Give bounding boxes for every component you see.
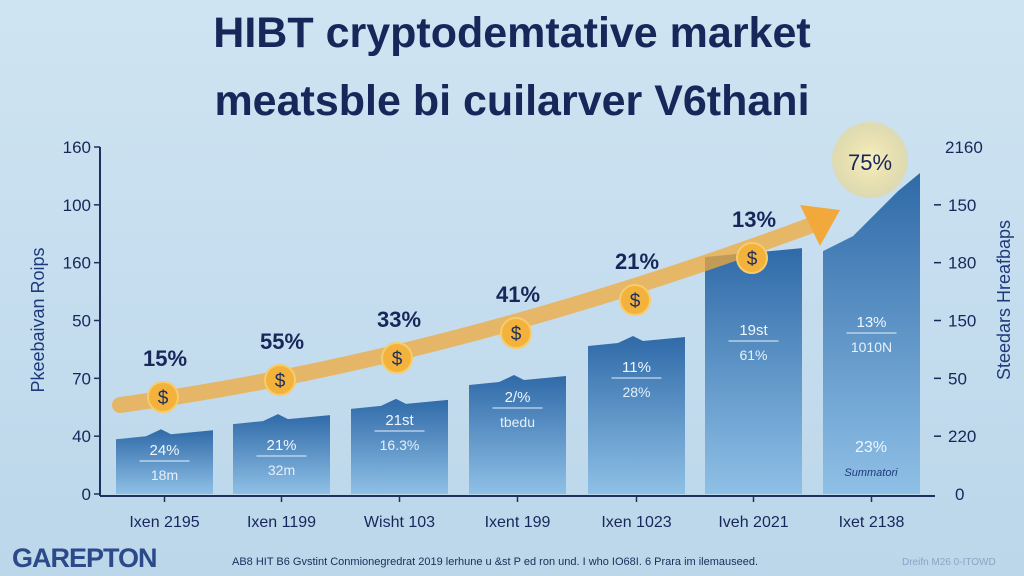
y-tick-label: 160 xyxy=(63,254,91,273)
bar-label-top: 19st xyxy=(739,322,768,339)
bar-label-bottom: 28% xyxy=(622,384,650,400)
x-tick-label: Ixet 2138 xyxy=(839,514,905,531)
x-tick-label: Ixen 2195 xyxy=(129,514,199,531)
chart-title-line-2: meatsble bi cuilarver V6thani xyxy=(214,77,810,125)
trend-percent-label: 41% xyxy=(496,282,540,307)
bar-label-bottom: 16.3% xyxy=(380,437,420,453)
trend-percent-label: 75% xyxy=(848,150,892,175)
y2-tick-label: 0 xyxy=(955,485,964,504)
bar-label-top: 21st xyxy=(385,412,414,429)
bar-label-bottom: 61% xyxy=(739,347,767,363)
dollar-coin-icon xyxy=(264,364,296,396)
x-tick-label: Ixen 1023 xyxy=(601,514,671,531)
y2-tick-label: 50 xyxy=(948,369,967,388)
bar-label-top: 24% xyxy=(149,442,179,459)
y-tick-label: 70 xyxy=(72,369,91,388)
bar-label-top: 11% xyxy=(622,359,651,376)
bar xyxy=(116,429,213,494)
bar-label-bottom: 1010N xyxy=(851,339,892,355)
bar xyxy=(351,398,448,494)
bar-extra-note: Summatori xyxy=(844,467,898,479)
dollar-coin-icon xyxy=(500,317,532,349)
brand-logo: GAREPTON xyxy=(12,543,158,573)
dollar-sign: $ xyxy=(158,388,169,409)
bar-label-top: 13% xyxy=(856,314,886,331)
dollar-coin-icon xyxy=(736,242,768,274)
dollar-coin-icon xyxy=(381,342,413,374)
y-tick-label: 160 xyxy=(63,138,91,157)
trend-arrow-head xyxy=(800,205,840,246)
dollar-sign: $ xyxy=(275,371,286,392)
bar-label-top: 21% xyxy=(266,437,296,454)
trend-percent-label: 33% xyxy=(377,307,421,332)
trend-arrow-line xyxy=(112,214,828,413)
bar xyxy=(588,336,685,494)
chart-title-line-1: HIBT cryptodemtative market xyxy=(213,9,811,57)
x-tick-label: Ixent 199 xyxy=(485,514,551,531)
footer-credit: Dreifn M26 0-ITOWD xyxy=(902,557,996,568)
bar xyxy=(233,414,330,494)
trend-percent-label: 21% xyxy=(615,249,659,274)
y-tick-label: 0 xyxy=(82,485,91,504)
bar-label-bottom: tbedu xyxy=(500,414,535,430)
y-axis-label: Pkeebaivan Roips xyxy=(28,247,48,392)
y2-tick-label: 220 xyxy=(948,427,976,446)
dollar-sign: $ xyxy=(511,324,522,345)
bar xyxy=(823,173,920,494)
trend-percent-label: 55% xyxy=(260,329,304,354)
y2-tick-label: 150 xyxy=(948,312,976,331)
bar-label-bottom: 18m xyxy=(151,467,178,483)
bar xyxy=(469,375,566,494)
y2-axis-label: Steedars Hreafbaps xyxy=(994,220,1014,380)
footer-note: AB8 HIT B6 Gvstint Conmionegredrat 2019 … xyxy=(232,556,759,568)
dollar-coin-icon xyxy=(147,381,179,413)
bar-label-bottom: 32m xyxy=(268,462,295,478)
glow-coin-icon xyxy=(832,122,908,198)
trend-percent-label: 15% xyxy=(143,346,187,371)
dollar-sign: $ xyxy=(630,291,641,312)
bar-extra-label: 23% xyxy=(855,439,887,456)
x-tick-label: Wisht 103 xyxy=(364,514,435,531)
dollar-coin-icon xyxy=(619,284,651,316)
y-tick-label: 40 xyxy=(72,427,91,446)
x-tick-label: Iveh 2021 xyxy=(718,514,788,531)
y2-tick-label: 150 xyxy=(948,196,976,215)
dollar-sign: $ xyxy=(747,249,758,270)
y2-tick-label: 2160 xyxy=(945,138,983,157)
y-tick-label: 50 xyxy=(72,312,91,331)
bar xyxy=(705,247,802,494)
x-tick-label: Ixen 1199 xyxy=(247,514,316,531)
bar-label-top: 2/% xyxy=(505,389,531,406)
y2-tick-label: 180 xyxy=(948,254,976,273)
y-tick-label: 100 xyxy=(63,196,91,215)
trend-percent-label: 13% xyxy=(732,207,776,232)
dollar-sign: $ xyxy=(392,349,403,370)
